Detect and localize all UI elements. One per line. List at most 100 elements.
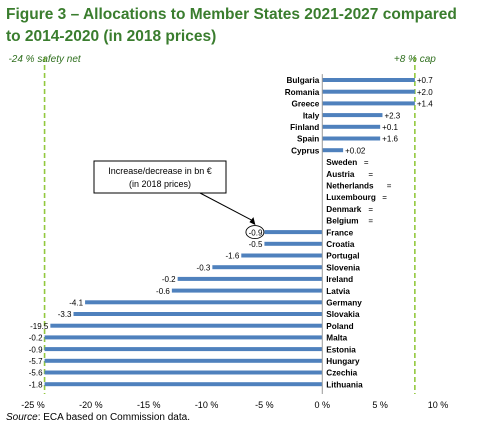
bar	[171, 288, 323, 293]
category-label: Latvia	[326, 287, 350, 296]
category-label: Belgium	[326, 217, 358, 226]
x-tick-label: -20 %	[79, 400, 103, 410]
category-label: Denmark	[326, 205, 361, 214]
category-label: Bulgaria	[287, 76, 320, 85]
x-tick-label: -15 %	[137, 400, 161, 410]
category-label: Luxembourg	[326, 193, 376, 202]
reference-line-label: -24 % safety net	[8, 54, 81, 65]
bar	[322, 78, 415, 82]
bar	[44, 347, 323, 352]
bar	[73, 312, 323, 316]
category-label: Austria	[326, 170, 355, 179]
category-label: Italy	[303, 111, 320, 120]
x-axis-ticks: -25 % -20 % -15 % -10 % -5 % 0 % 5 % 10 %	[21, 400, 448, 410]
data-label: =	[368, 217, 373, 226]
bar	[44, 370, 323, 375]
category-label: Croatia	[326, 240, 355, 249]
data-label: +1.6	[382, 135, 398, 144]
data-label: =	[382, 193, 387, 202]
category-label: Estonia	[326, 345, 356, 354]
chart-title: Figure 3 – Allocations to Member States …	[6, 6, 457, 45]
bar	[177, 276, 323, 281]
category-label: Hungary	[326, 357, 360, 366]
category-label: Netherlands	[326, 182, 374, 191]
data-label: -1.8	[29, 380, 43, 389]
x-tick-label: -25 %	[21, 400, 45, 410]
category-label: Lithuania	[326, 380, 363, 389]
category-label: Poland	[326, 322, 353, 331]
category-label: Sweden	[326, 158, 357, 167]
data-label: -0.9	[249, 228, 263, 237]
data-label: -4.1	[69, 299, 83, 308]
category-label: Malta	[326, 334, 347, 343]
annotation-arrow-head	[249, 217, 256, 226]
annotation-subtitle: (in 2018 prices)	[129, 179, 191, 189]
annotation-arrow	[199, 192, 254, 222]
x-tick-label: 5 %	[372, 400, 388, 410]
category-label: Slovakia	[326, 310, 360, 319]
category-label: Cyprus	[291, 146, 320, 155]
data-label: +2.0	[417, 88, 433, 97]
bar	[44, 382, 323, 387]
category-label: Czechia	[326, 369, 357, 378]
data-label: +0.02	[345, 146, 366, 155]
annotation-box	[93, 160, 227, 194]
category-label: Spain	[297, 135, 319, 144]
data-label: -0.3	[197, 263, 211, 272]
data-label: -1.6	[225, 252, 239, 261]
example-label-circle	[245, 225, 265, 240]
bar	[322, 101, 415, 106]
bar	[322, 136, 381, 141]
annotation-title: Increase/decrease in bn €	[108, 166, 212, 176]
bar	[322, 148, 344, 153]
data-label: -5.7	[29, 357, 43, 366]
chart-title-block: Figure 3 – Allocations to Member States …	[6, 4, 474, 48]
category-label: Greece	[292, 100, 320, 109]
x-tick-label: 0 %	[315, 400, 331, 410]
data-label: +0.1	[382, 123, 398, 132]
source-text: : ECA based on Commission data.	[37, 412, 190, 423]
category-label: Germany	[326, 299, 362, 308]
data-label: -0.9	[29, 345, 43, 354]
category-label: France	[326, 228, 353, 237]
data-label: =	[368, 205, 373, 214]
x-tick-label: -5 %	[255, 400, 274, 410]
bars-layer	[44, 78, 415, 387]
category-label: Finland	[290, 123, 319, 132]
data-labels: +0.7+2.0+1.4+2.3+0.1+1.6+0.02======-0.9-…	[29, 76, 433, 389]
category-label: Romania	[285, 88, 320, 97]
bar	[264, 241, 323, 246]
bar	[85, 300, 323, 305]
bar	[50, 323, 323, 328]
data-label: -0.2	[29, 334, 43, 343]
legend-annotation: Increase/decrease in bn € (in 2018 prices…	[93, 160, 256, 226]
category-label: Ireland	[326, 275, 353, 284]
x-tick-label: 10 %	[428, 400, 449, 410]
data-label: -19.5	[30, 322, 49, 331]
x-tick-label: -10 %	[195, 400, 219, 410]
data-label: =	[387, 182, 392, 191]
bar	[241, 253, 323, 258]
data-label: =	[368, 170, 373, 179]
data-label: =	[364, 158, 369, 167]
data-label: +1.4	[417, 100, 433, 109]
data-label: +2.3	[384, 111, 400, 120]
data-label: -0.5	[249, 240, 263, 249]
data-label: -0.6	[156, 287, 170, 296]
category-label: Portugal	[326, 252, 359, 261]
bar	[322, 113, 383, 118]
reference-line-label: +8 % cap	[394, 54, 436, 65]
bar	[322, 89, 415, 94]
data-label: -5.6	[29, 369, 43, 378]
data-label: -0.2	[162, 275, 176, 284]
data-label: +0.7	[417, 76, 433, 85]
category-labels: Bulgaria Romania Greece Italy Finland Spain Cy…	[285, 76, 376, 389]
source-note: Source: ECA based on Commission data.	[6, 412, 190, 423]
source-label: Source	[6, 412, 38, 423]
bar	[322, 124, 381, 129]
bar	[44, 335, 323, 340]
bar	[212, 265, 323, 270]
category-label: Slovenia	[326, 263, 360, 272]
bar	[264, 230, 323, 235]
